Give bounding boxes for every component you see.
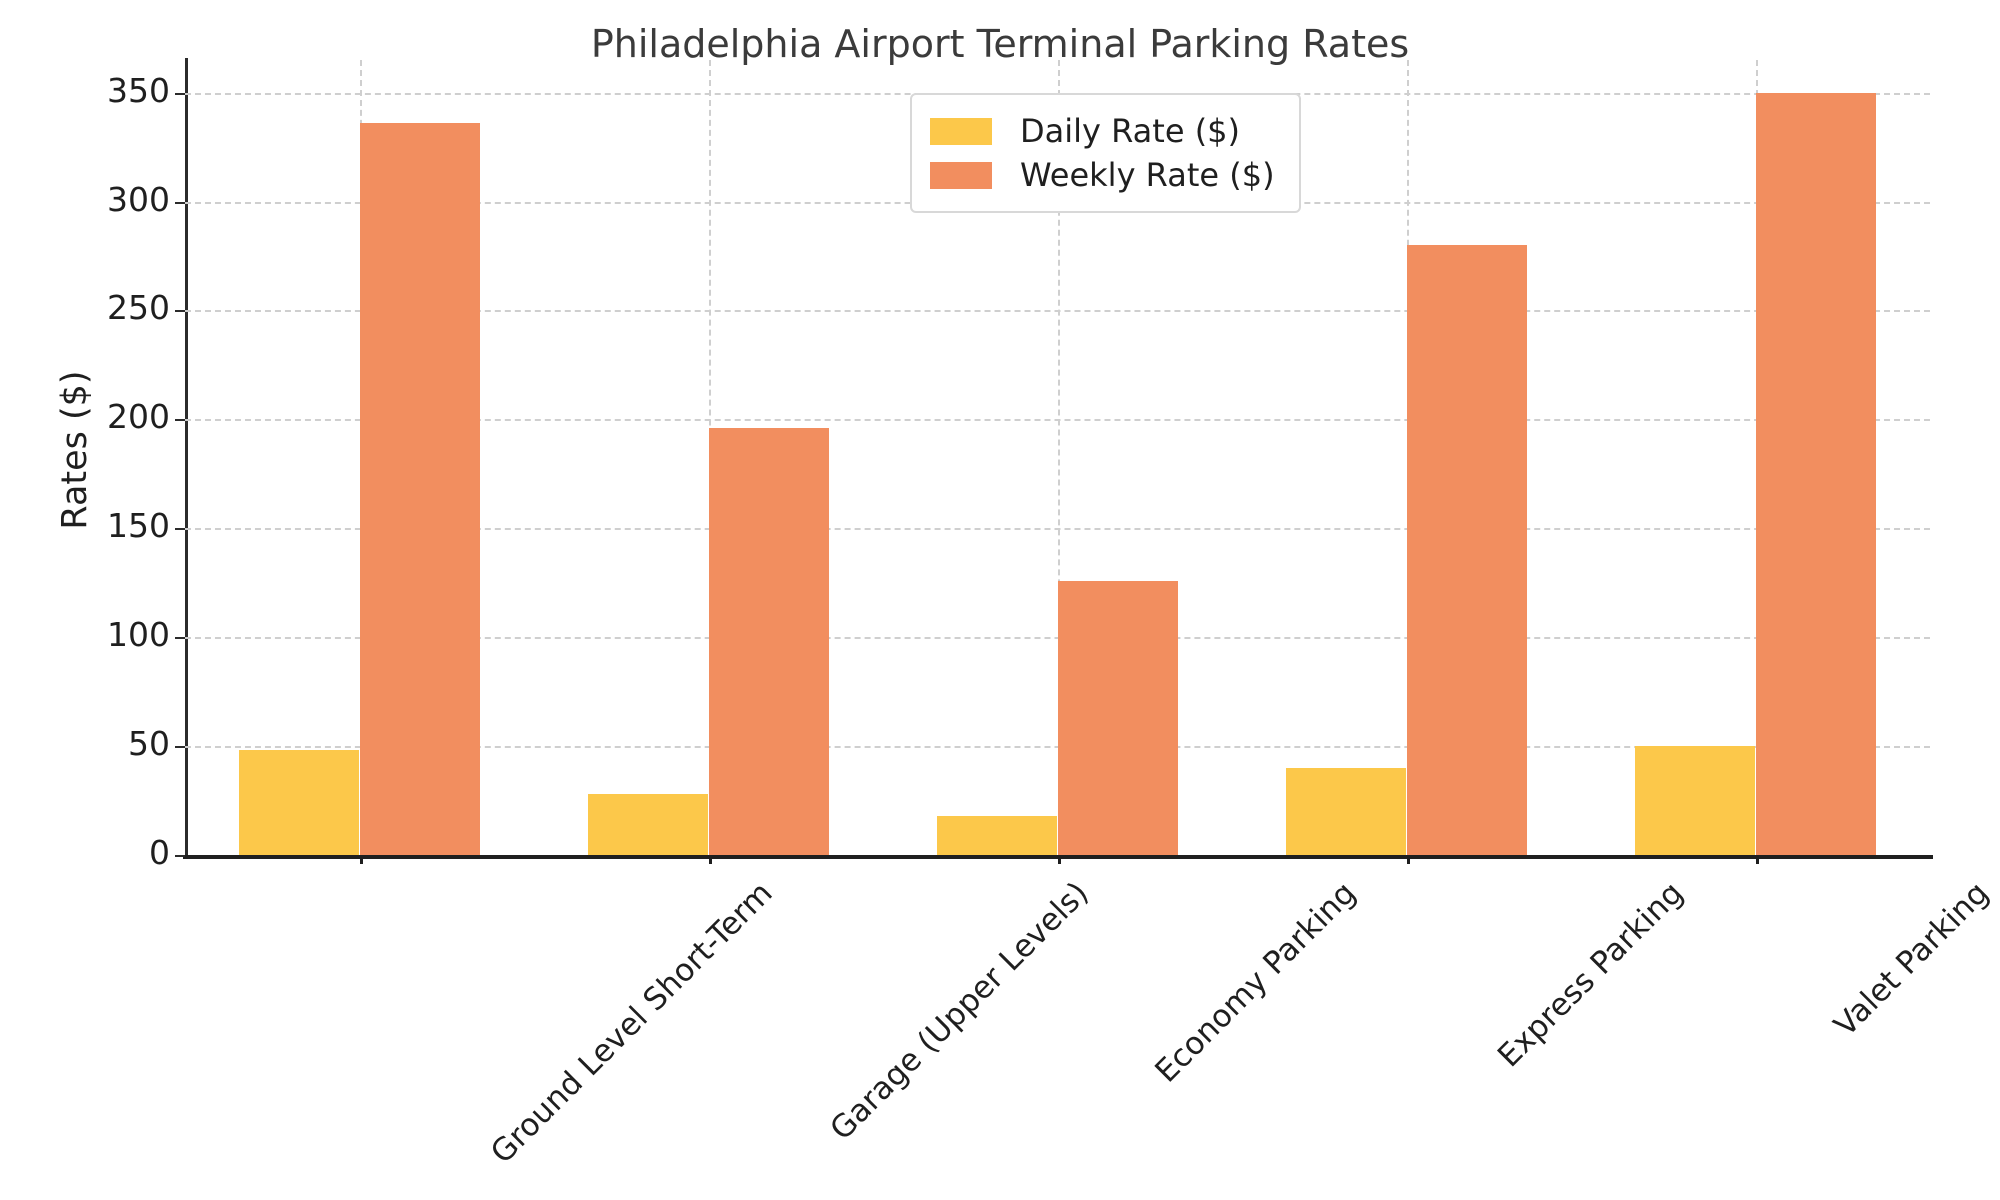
y-tick-label: 100 <box>107 615 170 655</box>
legend-swatch-weekly <box>930 161 992 189</box>
y-tick-mark <box>175 310 185 313</box>
bar-daily[interactable] <box>1635 746 1756 855</box>
bar-weekly[interactable] <box>1057 580 1178 855</box>
y-tick-label: 200 <box>107 397 170 437</box>
legend-item-weekly[interactable]: Weekly Rate ($) <box>930 153 1275 197</box>
x-tick-label: Express Parking <box>1490 875 1690 1075</box>
x-tick-mark <box>1755 855 1759 864</box>
x-tick-mark <box>359 855 363 864</box>
chart-title: Philadelphia Airport Terminal Parking Ra… <box>590 22 1410 66</box>
bar-daily[interactable] <box>937 815 1058 855</box>
y-tick-mark <box>175 746 185 749</box>
bar-daily[interactable] <box>1286 767 1407 855</box>
x-tick-label: Garage (Upper Levels) <box>822 875 1096 1148</box>
y-tick-mark <box>175 419 185 422</box>
x-tick-label: Valet Parking <box>1826 875 1996 1044</box>
bar-weekly[interactable] <box>359 123 480 855</box>
y-tick-label: 350 <box>107 70 170 110</box>
y-tick-label: 0 <box>149 833 170 872</box>
y-tick-mark <box>175 201 185 204</box>
legend-label-daily: Daily Rate ($) <box>1020 112 1241 150</box>
y-tick-mark <box>175 528 185 531</box>
legend-label-weekly: Weekly Rate ($) <box>1020 156 1275 194</box>
y-tick-label: 250 <box>107 288 170 328</box>
bar-weekly[interactable] <box>1406 245 1527 855</box>
bar-daily[interactable] <box>588 794 709 855</box>
legend-swatch-daily <box>930 117 992 145</box>
y-axis-spine <box>185 58 188 857</box>
y-tick-label: 300 <box>107 179 170 219</box>
x-tick-label: Ground Level Short-Term <box>483 875 780 1171</box>
chart-legend: Daily Rate ($) Weekly Rate ($) <box>910 93 1301 213</box>
bar-weekly[interactable] <box>708 428 829 855</box>
x-tick-mark <box>708 855 712 864</box>
y-tick-mark <box>175 92 185 95</box>
x-tick-mark <box>1057 855 1061 864</box>
plot-area <box>185 60 1930 855</box>
x-tick-mark <box>1406 855 1410 864</box>
y-tick-mark <box>175 855 185 857</box>
y-tick-label: 150 <box>107 506 170 546</box>
x-tick-label: Economy Parking <box>1147 875 1363 1090</box>
y-tick-mark <box>175 637 185 640</box>
legend-item-daily[interactable]: Daily Rate ($) <box>930 109 1275 153</box>
bar-weekly[interactable] <box>1755 92 1876 855</box>
bar-daily[interactable] <box>239 750 360 855</box>
y-tick-label: 50 <box>128 724 170 764</box>
